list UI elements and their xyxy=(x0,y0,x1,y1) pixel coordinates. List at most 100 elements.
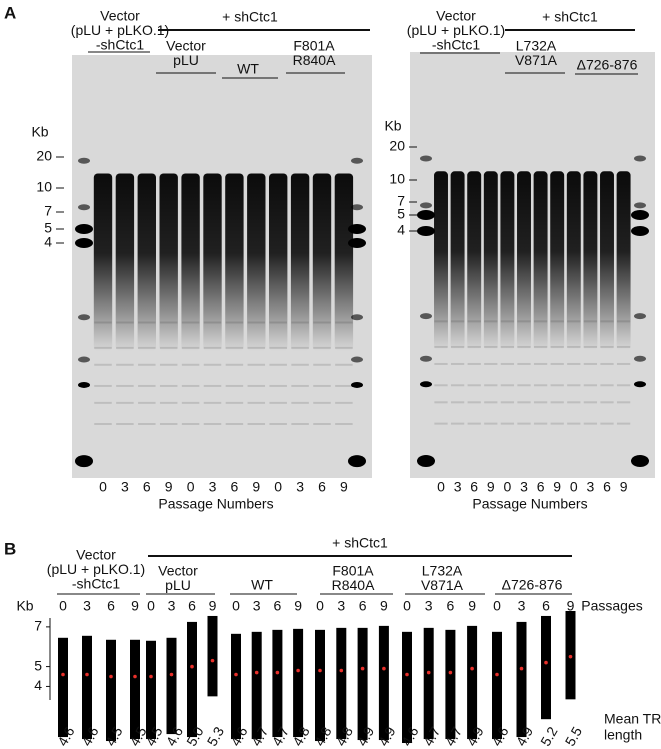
gel-band xyxy=(269,346,287,349)
marker-band xyxy=(351,381,363,388)
gel-band xyxy=(116,423,134,426)
gel-band xyxy=(247,384,266,387)
gel-band xyxy=(203,363,222,366)
gel-band xyxy=(567,422,581,425)
gel-band xyxy=(116,346,134,349)
x-tick-label: 0 xyxy=(316,598,324,614)
gel-band xyxy=(517,345,531,348)
marker-band xyxy=(634,313,646,320)
x-tick-label: 0 xyxy=(147,598,155,614)
gel-band xyxy=(94,384,112,387)
gel-band xyxy=(600,401,614,404)
gel-band xyxy=(616,362,631,365)
gel-band xyxy=(550,345,564,348)
mean-dot xyxy=(568,654,573,659)
gel-band xyxy=(291,384,309,387)
gel-band xyxy=(291,401,309,404)
marker-band xyxy=(348,224,366,234)
gel-band xyxy=(335,321,353,324)
gel-band xyxy=(567,401,581,404)
value-label: 4.9 xyxy=(463,724,487,749)
marker-band xyxy=(78,356,90,363)
gel-smear xyxy=(483,171,498,351)
gel-band xyxy=(247,423,266,426)
gel-band xyxy=(269,363,287,366)
x-tick-label: 9 xyxy=(131,598,139,614)
gel-band xyxy=(94,346,112,349)
gel-smear xyxy=(115,173,135,352)
gel-band xyxy=(484,384,498,387)
x-tick-label: 3 xyxy=(518,598,526,614)
gel-smear xyxy=(500,171,515,351)
gel-band xyxy=(335,346,353,349)
gel-band xyxy=(138,321,156,324)
gel-band xyxy=(600,320,614,323)
gel-band xyxy=(225,321,244,324)
lane-label: 9 xyxy=(252,479,260,495)
group-label: L732A xyxy=(422,563,463,579)
marker-band xyxy=(75,455,93,468)
gel-smear xyxy=(450,171,465,351)
gel-band xyxy=(517,320,531,323)
group-label: Vector xyxy=(436,8,476,24)
gel-band xyxy=(181,346,200,349)
gel-band xyxy=(434,362,448,365)
gel-band xyxy=(600,384,614,387)
mean-dot xyxy=(296,668,300,673)
gel-smear xyxy=(616,171,631,351)
ladder-label: 4 xyxy=(44,234,52,250)
gel-band xyxy=(450,401,465,404)
range-bar xyxy=(251,631,262,740)
gel-band xyxy=(269,401,287,404)
gel-band xyxy=(116,384,134,387)
gel-band xyxy=(313,423,331,426)
range-bar xyxy=(541,615,551,720)
header-label: + shCtc1 xyxy=(542,9,598,25)
gel-band xyxy=(138,423,156,426)
x-tick-label: 9 xyxy=(209,598,217,614)
gel-band xyxy=(533,401,548,404)
gel-band xyxy=(313,401,331,404)
header-label: + shCtc1 xyxy=(222,9,278,25)
gel-smear xyxy=(247,173,266,352)
gel-band xyxy=(533,422,548,425)
value-title: length xyxy=(604,727,642,743)
kb-label: Kb xyxy=(384,118,401,134)
ladder-label: 20 xyxy=(389,138,405,154)
group-label: Δ726-876 xyxy=(577,57,638,73)
gel-band xyxy=(450,384,465,387)
range-bar xyxy=(357,627,368,741)
gel-band xyxy=(550,320,564,323)
marker-band xyxy=(634,155,646,162)
gel-band xyxy=(550,422,564,425)
value-label: 4.9 xyxy=(375,724,399,749)
gel-band xyxy=(517,362,531,365)
mean-dot xyxy=(234,672,238,677)
ladder-label: 10 xyxy=(389,171,405,187)
gel-band xyxy=(94,363,112,366)
group-label: (pLU + pLKO.1) xyxy=(71,22,169,38)
gel-band xyxy=(434,422,448,425)
gel-smear xyxy=(181,173,200,352)
gel-band xyxy=(181,384,200,387)
gel-smear xyxy=(93,173,113,352)
gel-band xyxy=(567,320,581,323)
mean-dot xyxy=(254,670,259,675)
x-tick-label: 9 xyxy=(567,598,575,614)
marker-band xyxy=(631,454,649,467)
gel-band xyxy=(484,401,498,404)
gel-band xyxy=(138,346,156,349)
marker-band xyxy=(348,455,366,468)
gel-band xyxy=(116,363,134,366)
gel-band xyxy=(181,363,200,366)
gel-band xyxy=(94,401,112,404)
gel-band xyxy=(517,401,531,404)
gel-band xyxy=(500,384,515,387)
lane-label: 0 xyxy=(99,479,107,495)
range-bar xyxy=(231,633,241,740)
group-label: WT xyxy=(251,577,273,593)
gel-band xyxy=(467,422,481,425)
gel-band xyxy=(313,384,331,387)
lane-label: 3 xyxy=(121,479,129,495)
